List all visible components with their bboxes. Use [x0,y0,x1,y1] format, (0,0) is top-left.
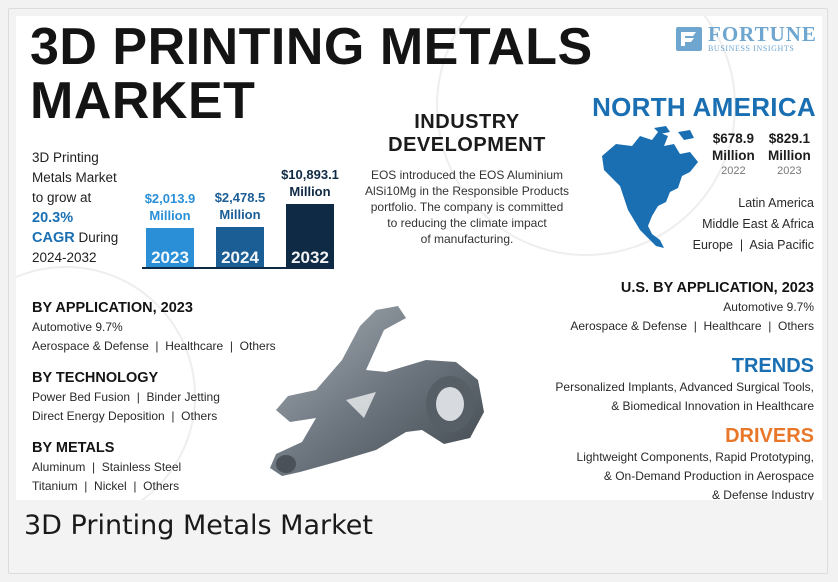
industry-text-line: EOS introduced the EOS Aluminium [370,168,564,182]
us-application-section: U.S. BY APPLICATION, 2023 Automotive 9.7… [570,278,814,336]
na-stat-value: $678.9 [712,131,755,146]
chart-baseline [142,267,334,269]
drivers-section: DRIVERS Lightweight Components, Rapid Pr… [577,424,814,500]
section-line: Automotive 9.7% [723,300,814,314]
na-stat-year: 2023 [777,165,802,177]
chart-category-label: 2032 [291,248,329,267]
growth-summary: 3D Printing Metals Market to grow at 20.… [32,148,136,268]
regions-list: Latin America Middle East & Africa Europ… [693,193,814,256]
growth-line: 3D Printing [32,150,99,165]
na-stat-unit: Million [712,148,755,163]
section-line: & On-Demand Production in Aerospace [603,469,814,483]
section-line: Aerospace & Defense | Healthcare | Other… [570,319,814,333]
na-stat-2022: $678.9 Million 2022 [712,130,755,178]
industry-text-line: AlSi10Mg in the Responsible Products [364,184,570,198]
growth-period: 2024-2032 [32,250,97,265]
page-title: 3D PRINTING METALS MARKET [30,20,593,128]
logo-sub-text: BUSINESS INSIGHTS [708,44,795,53]
section-line: Power Bed Fusion | Binder Jetting [32,390,220,404]
growth-line: to grow at [32,190,92,205]
section-line: Personalized Implants, Advanced Surgical… [555,380,814,394]
by-metals-section: BY METALS Aluminum | Stainless Steel Tit… [32,438,181,496]
market-size-bar-chart: 2023 $2,013.9 Million 2024 $2,478.5 Million 20… [142,146,342,268]
chart-bar-2023: 2023 [146,228,194,268]
na-stat-value: $829.1 [768,131,811,146]
logo-main-text: FORTUNE [708,22,817,46]
section-line: Direct Energy Deposition | Others [32,409,218,423]
by-application-section: BY APPLICATION, 2023 Automotive 9.7% Aer… [32,298,276,356]
section-line: Aerospace & Defense | Healthcare | Other… [32,339,276,353]
chart-data-label: $2,013.9 Million [144,191,196,223]
cagr-value: 20.3% [32,210,74,226]
na-stat-unit: Million [768,148,811,163]
chart-category-label: 2024 [221,248,259,267]
na-stat-year: 2022 [721,165,746,177]
section-heading: TRENDS [731,355,814,377]
title-line-1: 3D PRINTING METALS [30,18,593,76]
trends-section: TRENDS Personalized Implants, Advanced S… [555,354,814,416]
section-line: & Biomedical Innovation in Healthcare [611,399,814,413]
section-heading: BY TECHNOLOGY [32,370,159,386]
region-item: Europe | Asia Pacific [692,238,814,252]
industry-text-line: of manufacturing. [420,232,514,246]
industry-text: EOS introduced the EOS Aluminium AlSi10M… [352,167,582,247]
section-heading: BY APPLICATION, 2023 [32,300,193,316]
chart-bar-2024: 2024 [216,226,264,268]
industry-heading-line: INDUSTRY [414,111,520,133]
region-item: Middle East & Africa [702,217,814,231]
industry-heading-line: DEVELOPMENT [388,134,546,156]
section-line: & Defense Industry [711,488,814,500]
na-stat-2023: $829.1 Million 2023 [768,130,811,178]
image-caption: 3D Printing Metals Market [24,510,373,541]
logo-icon [676,27,702,51]
industry-text-line: portfolio. The company is committed [370,200,564,214]
fortune-logo: FORTUNE BUSINESS INSIGHTS [674,24,817,54]
cagr-label: CAGR [32,230,75,246]
section-line: Titanium | Nickel | Others [32,479,180,493]
chart-data-label: $2,478.5 Million [214,189,266,222]
north-america-map-icon [602,126,698,248]
section-heading: BY METALS [32,440,115,456]
chart-data-label: $10,893.1 Million [281,167,339,199]
title-line-2: MARKET [30,72,256,130]
chart-category-label: 2023 [151,248,189,267]
chart-bar-2032: 2032 [286,204,334,268]
industry-text-line: to reducing the climate impact [387,216,547,230]
metal-part-image [270,306,484,476]
section-heading: DRIVERS [725,425,814,447]
infographic-image[interactable]: 3D PRINTING METALS MARKET FORTUNE BUSINE… [16,16,822,500]
section-line: Automotive 9.7% [32,320,123,334]
by-technology-section: BY TECHNOLOGY Power Bed Fusion | Binder … [32,368,220,426]
section-heading: U.S. BY APPLICATION, 2023 [620,280,814,296]
north-america-title: NORTH AMERICA [592,92,816,122]
growth-line: Metals Market [32,170,117,185]
section-line: Lightweight Components, Rapid Prototypin… [576,450,814,464]
growth-during: During [78,230,119,245]
industry-heading: INDUSTRY DEVELOPMENT [352,111,582,157]
section-line: Aluminum | Stainless Steel [32,460,182,474]
region-item: Latin America [738,196,814,210]
